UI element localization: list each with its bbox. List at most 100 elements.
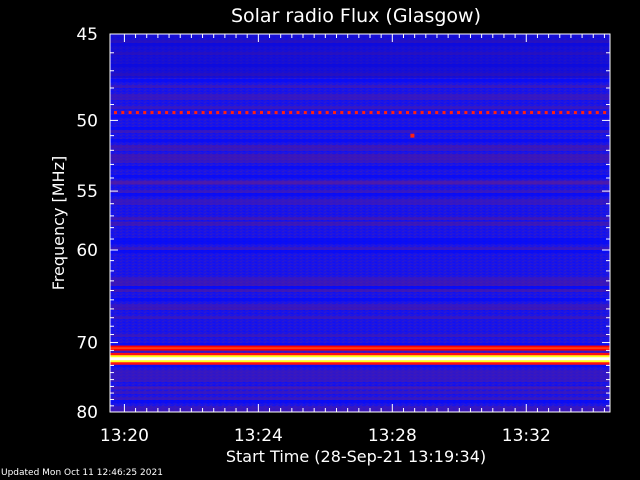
band-49-dot (318, 111, 322, 115)
y-tick-label: 80 (76, 403, 98, 423)
updated-timestamp: Updated Mon Oct 11 12:46:25 2021 (1, 468, 163, 478)
band-49-dot (588, 111, 592, 115)
band-row (110, 115, 610, 118)
band-49-dot (245, 111, 249, 115)
band-row (110, 241, 610, 244)
band-49-dot (530, 111, 534, 115)
y-tick-label: 70 (76, 334, 98, 354)
band-row (110, 190, 610, 193)
band-76 (110, 386, 610, 390)
band-49-dot (406, 111, 409, 115)
band-49-dot (420, 111, 424, 115)
band-row (110, 79, 610, 82)
band-49-dot (486, 111, 490, 115)
band-row (110, 298, 610, 301)
y-tick-label: 45 (76, 25, 98, 45)
band-49-dot (515, 111, 519, 115)
band-row (110, 304, 610, 307)
band-49-dot (581, 111, 585, 115)
band-row (110, 373, 610, 376)
band-49-dot (479, 111, 482, 115)
band-row (110, 94, 610, 97)
bright-emission-bands (110, 111, 610, 365)
band-row (110, 43, 610, 46)
band-49-dot (260, 111, 263, 115)
band-72-peak (110, 357, 610, 361)
band-49-dot (500, 111, 504, 115)
band-row (110, 40, 610, 43)
band-row (110, 127, 610, 130)
band-49-dot (150, 111, 154, 115)
band-49-dot (442, 111, 446, 115)
band-row (110, 250, 610, 253)
band-49-dot (238, 111, 242, 115)
band-49-dot (208, 111, 212, 115)
band-row (110, 166, 610, 169)
band-49-dot (354, 111, 358, 115)
band-row (110, 364, 610, 367)
band-row (110, 154, 610, 157)
band-49-dot (333, 111, 336, 115)
band-49-dot (522, 111, 526, 115)
band-49-dot (493, 111, 497, 115)
band-49-dot (143, 111, 147, 115)
band-row (110, 391, 610, 394)
band-49-dot (165, 111, 169, 115)
band-70-core (110, 347, 610, 349)
band-49-dot (362, 111, 366, 115)
band-row (110, 193, 610, 196)
band-49-dot (340, 111, 344, 115)
band-49-dot (457, 111, 461, 115)
band-49-dot (413, 111, 417, 115)
band-49-dot (376, 111, 380, 115)
y-axis: 45 50 55 60 70 80 (76, 25, 610, 423)
band-49-dot (311, 111, 315, 115)
band-49-dot (157, 111, 161, 115)
band-49-dot (347, 111, 351, 115)
band-row (110, 139, 610, 142)
band-row (110, 376, 610, 379)
band-49-dot (449, 111, 453, 115)
band-49-dot (289, 111, 293, 115)
band-row (110, 238, 610, 241)
band-49-dot (508, 111, 512, 115)
band-49-dot (187, 111, 190, 115)
x-tick-label: 13:20 (100, 426, 149, 446)
band-top (110, 34, 610, 78)
band-49-dot (552, 111, 555, 115)
band-row (110, 52, 610, 55)
band-row (110, 397, 610, 400)
band-49-dot (325, 111, 329, 115)
x-tick-label: 13:24 (234, 426, 283, 446)
band-row (110, 316, 610, 319)
band-49-dot (201, 111, 205, 115)
band-row (110, 97, 610, 100)
band-49-dot (471, 111, 475, 115)
band-49-dot (121, 111, 125, 115)
band-49-dot (135, 111, 139, 115)
band-49-dot (391, 111, 395, 115)
band-row (110, 157, 610, 160)
band-row (110, 286, 610, 289)
band-49-dot (595, 111, 599, 115)
band-49-dot (369, 111, 373, 115)
band-row (110, 148, 610, 151)
band-49-dot (296, 111, 300, 115)
band-54 (110, 180, 610, 185)
band-49-dot (223, 111, 227, 115)
band-49-dot (267, 111, 271, 115)
band-49-dot (398, 111, 402, 115)
band-row (110, 343, 610, 346)
band-49-dot (179, 111, 183, 115)
band-row (110, 85, 610, 88)
band-49-dot (303, 111, 307, 115)
band-49-dot (216, 111, 220, 115)
band-row (110, 289, 610, 292)
band-row (110, 370, 610, 373)
band-57 (110, 221, 610, 226)
band-49-dot (114, 111, 117, 115)
band-49-dot (128, 111, 132, 115)
band-49-dot (194, 111, 198, 115)
band-row (110, 64, 610, 67)
